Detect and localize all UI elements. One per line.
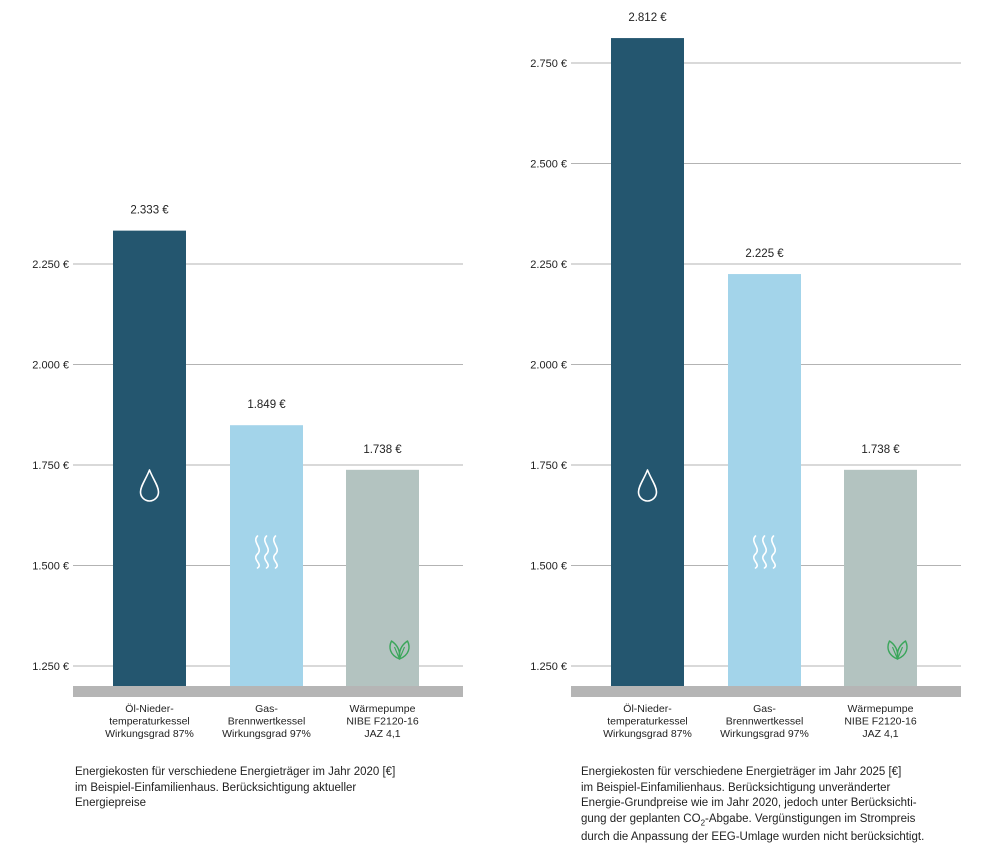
y-tick-label: 1.250 € — [530, 661, 567, 673]
heat-wave-line — [762, 535, 767, 569]
category-label-line: Wirkungsgrad 87% — [105, 728, 194, 740]
category-label-line: NIBE F2120-16 — [346, 716, 419, 728]
caption-line: gung der geplanten CO2-Abgabe. Vergünsti… — [581, 812, 976, 831]
y-tick-label: 1.500 € — [530, 561, 567, 573]
heat-wave-line — [264, 535, 269, 569]
baseline — [73, 686, 463, 697]
leaf-shape — [398, 640, 410, 660]
caption-line: Energiekosten für verschiedene Energietr… — [581, 766, 902, 778]
heat-wave-line — [255, 535, 260, 569]
category-label-line: Wirkungsgrad 87% — [603, 728, 692, 740]
leaf-icon — [887, 640, 908, 660]
bar — [346, 469, 419, 686]
baseline — [571, 686, 961, 697]
category-label-line: Wärmepumpe — [848, 703, 914, 715]
y-tick-label: 1.750 € — [32, 460, 69, 472]
bar-group: 1.738 € — [346, 444, 419, 686]
caption-line: durch die Anpassung der EEG-Umlage wurde… — [581, 831, 925, 844]
category-label: Gas-Brennwertkessel Wirkungsgrad 97% — [222, 703, 311, 740]
y-tick-label: 2.500 € — [530, 159, 567, 171]
heat-waves-icon — [255, 535, 278, 569]
caption-line: Energiekosten für verschiedene Energietr… — [75, 766, 396, 778]
bar-group: 2.812 € — [611, 12, 684, 687]
bar — [113, 230, 186, 686]
value-label: 2.333 € — [130, 205, 169, 217]
chart-2020: 1.250 € 1.500 € 1.750 € 2.000 € 2.250 € 2.333… — [32, 205, 463, 740]
y-tick-label: 2.250 € — [530, 259, 567, 271]
category-label-line: JAZ 4,1 — [862, 728, 898, 740]
caption-line: im Beispiel-Einfamilienhaus. Berücksicht… — [75, 781, 357, 794]
category-label: Wärmepumpe NIBE F2120-16 JAZ 4,1 — [346, 703, 419, 740]
category-label-line: Brennwertkessel — [726, 716, 804, 728]
value-label: 2.812 € — [628, 12, 667, 24]
bar-group: 1.849 € — [230, 399, 303, 686]
caption-2025: Energiekosten für verschiedene Energietr… — [581, 765, 976, 846]
category-label-line: Öl-Nieder- — [125, 703, 174, 715]
value-label: 2.225 € — [745, 248, 784, 260]
y-tick-label: 2.750 € — [530, 58, 567, 70]
leaf-vein — [393, 646, 406, 660]
caption-line: Energiepreise — [75, 797, 146, 809]
category-label-line: Wärmepumpe — [350, 703, 416, 715]
bar — [230, 425, 303, 686]
category-label: Gas-Brennwertkessel Wirkungsgrad 97% — [720, 703, 809, 740]
heat-wave-line — [753, 535, 758, 569]
value-label: 1.849 € — [247, 399, 286, 411]
chart-2025: 1.250 € 1.500 € 1.750 € 2.000 € 2.250 € 2.500… — [530, 12, 961, 740]
category-label-line: Wirkungsgrad 97% — [222, 728, 311, 740]
heat-wave-line — [771, 535, 776, 569]
category-label-line: Öl-Nieder- — [623, 703, 672, 715]
bar-group: 2.225 € — [728, 248, 801, 686]
category-label: Öl-Nieder-temperaturkessel Wirkungsgrad 8… — [603, 703, 692, 740]
y-tick-label: 1.750 € — [530, 460, 567, 472]
value-label: 1.738 € — [363, 444, 402, 456]
category-label-line: Gas- — [753, 703, 776, 715]
category-label: Öl-Nieder-temperaturkessel Wirkungsgrad 8… — [105, 703, 194, 740]
caption-segment: gung der geplanten CO — [581, 812, 701, 825]
category-label-line: temperaturkessel — [109, 716, 190, 728]
category-label: Wärmepumpe NIBE F2120-16 JAZ 4,1 — [844, 703, 917, 740]
y-tick-label: 1.250 € — [32, 661, 69, 673]
bar-group: 2.333 € — [113, 205, 186, 686]
category-label-line: Gas- — [255, 703, 278, 715]
y-tick-label: 2.250 € — [32, 259, 69, 271]
heat-wave-line — [273, 535, 278, 569]
caption-subscript: 2 — [700, 817, 706, 827]
caption-segment: -Abgabe. Vergünstigungen im Strompreis — [705, 812, 916, 825]
leaf-shape — [896, 640, 908, 660]
y-tick-label: 1.500 € — [32, 561, 69, 573]
droplet-icon — [637, 469, 658, 502]
category-label-line: JAZ 4,1 — [364, 728, 400, 740]
category-label-line: Brennwertkessel — [228, 716, 306, 728]
bar — [844, 469, 917, 686]
heat-waves-icon — [753, 535, 776, 569]
category-label-line: temperaturkessel — [607, 716, 688, 728]
category-label-line: NIBE F2120-16 — [844, 716, 917, 728]
bar — [611, 38, 684, 687]
caption-line: im Beispiel-Einfamilienhaus. Berücksicht… — [581, 781, 891, 794]
leaf-icon — [389, 640, 410, 660]
bar — [728, 274, 801, 686]
droplet-icon — [139, 469, 160, 502]
caption-line: Energie-Grundpreise wie im Jahr 2020, je… — [581, 797, 917, 809]
value-label: 1.738 € — [861, 444, 900, 456]
leaf-vein — [891, 646, 904, 660]
bar-group: 1.738 € — [844, 444, 917, 686]
caption-2020: Energiekosten für verschiedene Energietr… — [75, 765, 455, 812]
category-label-line: Wirkungsgrad 97% — [720, 728, 809, 740]
y-tick-label: 2.000 € — [530, 360, 567, 372]
y-tick-label: 2.000 € — [32, 360, 69, 372]
